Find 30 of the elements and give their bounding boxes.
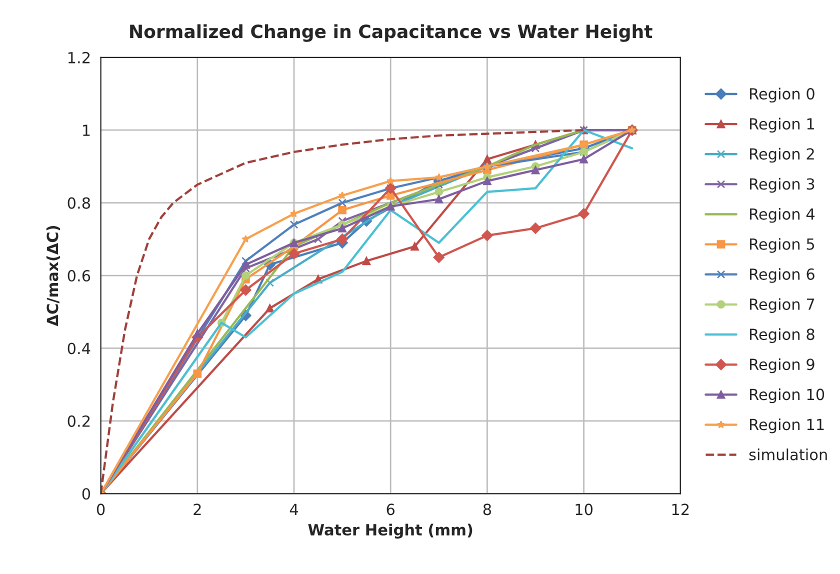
x-tick-label: 6: [386, 504, 394, 516]
legend-label: Region 7: [750, 298, 814, 313]
x-tick-label: 8: [483, 504, 492, 516]
y-tick-label: 0.2: [68, 415, 90, 427]
x-tick-label: 0: [96, 504, 105, 516]
x-axis-title: Water Height (mm): [308, 524, 472, 539]
legend-label: Region 5: [750, 238, 814, 253]
chart-title: Normalized Change in Capacitance vs Water Height: [130, 24, 652, 42]
legend-label: Region 4: [750, 208, 815, 223]
legend-label: Region 3: [750, 178, 814, 193]
legend-label: Region 11: [750, 418, 824, 434]
y-tick-label: 0.8: [68, 197, 90, 209]
legend-label: Region 0: [750, 88, 814, 103]
y-tick-label: 1: [83, 124, 90, 136]
legend-label: Region 2: [750, 148, 814, 163]
x-tick-label: 12: [672, 504, 689, 515]
y-tick-label: 1.2: [68, 52, 90, 64]
y-tick-label: 0.4: [68, 342, 90, 354]
y-axis-title: ΔC/max(ΔC): [46, 226, 60, 326]
legend-label: Region 6: [750, 268, 814, 283]
legend-label: Region 10: [750, 388, 824, 404]
y-tick-label: 0: [82, 488, 90, 500]
legend-label: Region 8: [750, 328, 814, 344]
legend-label: Region 9: [750, 358, 814, 374]
legend-label: simulation: [749, 448, 827, 460]
legend-label: Region 1: [750, 118, 814, 133]
x-tick-label: 10: [576, 504, 593, 516]
x-tick-label: 2: [194, 504, 201, 515]
y-tick-label: 0.6: [68, 270, 90, 282]
x-tick-label: 4: [290, 504, 298, 515]
